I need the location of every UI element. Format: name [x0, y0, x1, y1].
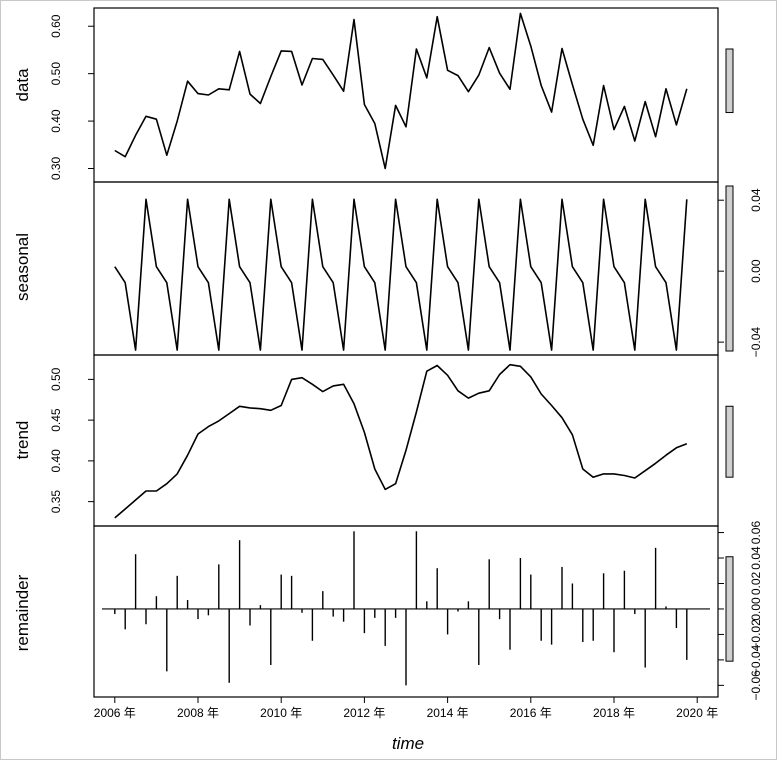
- y-tick-label-seasonal: −0.04: [749, 327, 763, 358]
- panel-label-trend: trend: [13, 421, 32, 460]
- y-tick-label-remainder: −0.04: [749, 644, 763, 675]
- y-tick-label-seasonal: 0.04: [749, 188, 763, 212]
- x-tick-label: 2010 年: [260, 706, 302, 720]
- panel-trend: trend 0.35 0.40 0.45 0.50: [13, 354, 734, 527]
- y-tick-label-remainder: 0.06: [749, 521, 763, 545]
- series-line-data: [114, 12, 688, 170]
- y-tick-label-trend: 0.40: [49, 449, 63, 473]
- y-tick-label-seasonal: 0.00: [749, 259, 763, 283]
- range-bar-data: [725, 48, 734, 114]
- x-tick-label: 2020 年: [676, 706, 718, 720]
- y-tick-label-trend: 0.45: [49, 408, 63, 432]
- panel-frame-remainder: [93, 525, 719, 698]
- x-tick-label: 2014 年: [427, 706, 469, 720]
- panels: data 0.30 0.40 0.50 0.60 seasonal −0.04 0.00 0.0…: [13, 7, 763, 701]
- y-tick-label-remainder: 0.02: [749, 571, 763, 595]
- panel-frame-data: [93, 7, 719, 183]
- range-bar-seasonal: [725, 185, 734, 352]
- panel-label-remainder: remainder: [13, 574, 32, 651]
- panel-label-seasonal: seasonal: [13, 233, 32, 301]
- x-axis-label: time: [392, 734, 424, 753]
- series-line-trend: [114, 363, 688, 519]
- y-tick-label-data: 0.40: [49, 109, 63, 133]
- x-tick-label: 2016 年: [510, 706, 552, 720]
- y-tick-label-remainder: −0.06: [749, 670, 763, 701]
- y-tick-label-data: 0.60: [49, 14, 63, 38]
- x-tick-label: 2018 年: [593, 706, 635, 720]
- y-tick-label-remainder: 0.04: [749, 546, 763, 570]
- y-tick-label-trend: 0.35: [49, 490, 63, 514]
- x-tick-label: 2006 年: [94, 706, 136, 720]
- series-line-seasonal: [114, 198, 688, 351]
- range-bar-trend: [725, 405, 734, 478]
- panel-label-data: data: [13, 68, 32, 102]
- panel-frame-trend: [93, 354, 719, 527]
- y-tick-label-data: 0.30: [49, 157, 63, 181]
- range-bar-remainder: [725, 556, 734, 662]
- x-tick-label: 2012 年: [343, 706, 385, 720]
- panel-remainder: remainder −0.06−0.04−0.020.00 0.020.040.06: [13, 521, 763, 701]
- y-tick-label-remainder: 0.00: [749, 597, 763, 621]
- x-axis: 2006 年 2008 年 2010 年 2012 年 2014 年 2016 年 2018…: [94, 697, 718, 720]
- panel-data: data 0.30 0.40 0.50 0.60: [13, 7, 734, 183]
- y-tick-label-data: 0.50: [49, 62, 63, 86]
- y-tick-label-remainder: −0.02: [749, 619, 763, 650]
- x-tick-label: 2008 年: [177, 706, 219, 720]
- panel-seasonal: seasonal −0.04 0.00 0.04: [13, 181, 763, 358]
- y-tick-label-trend: 0.50: [49, 367, 63, 391]
